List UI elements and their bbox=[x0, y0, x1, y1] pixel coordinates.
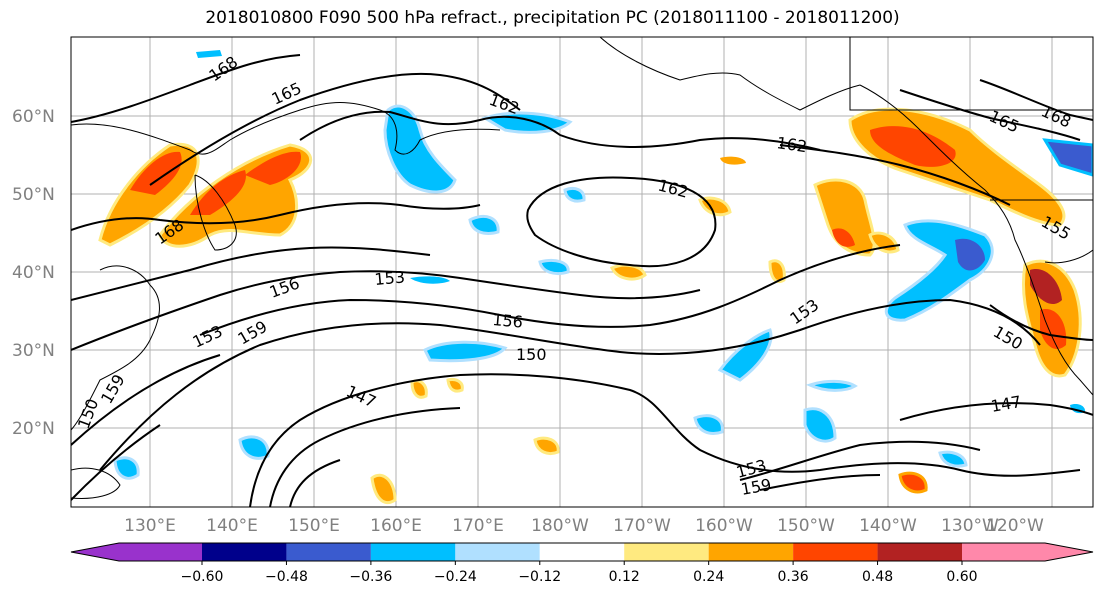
colorbar-segment bbox=[877, 543, 962, 561]
colorbar-segment bbox=[455, 543, 540, 561]
colorbar-tick-label: 0.12 bbox=[609, 569, 640, 585]
colorbar-segment bbox=[708, 543, 794, 561]
colorbar-tick-label: 0.48 bbox=[862, 569, 893, 585]
colorbar-tick-label: −0.48 bbox=[265, 569, 308, 585]
contour-label: 162 bbox=[775, 133, 808, 156]
colorbar: −0.60 −0.48 −0.36 −0.24 −0.12 0.12 0.24 0.36 0.4… bbox=[70, 542, 1094, 585]
lon-label: 120°W bbox=[986, 516, 1044, 536]
colorbar-tick-label: 0.60 bbox=[946, 569, 977, 585]
lon-label: 160°W bbox=[695, 516, 753, 536]
lat-label: 50°N bbox=[12, 185, 55, 205]
lon-label: 150°E bbox=[288, 516, 340, 536]
colorbar-tick-label: −0.36 bbox=[349, 569, 392, 585]
colorbar-segment bbox=[286, 543, 371, 561]
colorbar-segment bbox=[202, 543, 287, 561]
map-border bbox=[70, 36, 1094, 508]
lon-label: 170°W bbox=[613, 516, 671, 536]
lon-label: 130°W bbox=[941, 516, 999, 536]
map-title: 2018010800 F090 500 hPa refract., precip… bbox=[205, 8, 900, 28]
lat-label: 40°N bbox=[12, 263, 55, 283]
colorbar-segment bbox=[370, 543, 456, 561]
lon-label: 170°E bbox=[452, 516, 504, 536]
lon-label: 140°E bbox=[206, 516, 258, 536]
colorbar-segment bbox=[624, 543, 709, 561]
lon-label: 130°E bbox=[124, 516, 176, 536]
lon-label: 150°W bbox=[777, 516, 835, 536]
longitude-labels: 130°E 140°E 150°E 160°E 170°E 180°W 170°… bbox=[124, 516, 1044, 536]
lat-label: 20°N bbox=[12, 419, 55, 439]
lon-label: 160°E bbox=[370, 516, 422, 536]
colorbar-tick-label: 0.24 bbox=[693, 569, 724, 585]
colorbar-outline bbox=[70, 542, 1094, 562]
colorbar-segment bbox=[962, 543, 1093, 561]
colorbar-tick-label: −0.12 bbox=[518, 569, 561, 585]
precip-fill-regions bbox=[98, 50, 1093, 505]
colorbar-segment bbox=[793, 543, 878, 561]
latitude-labels: 60°N 50°N 40°N 30°N 20°N bbox=[12, 107, 55, 439]
lat-label: 30°N bbox=[12, 341, 55, 361]
contour-label: 150 bbox=[516, 345, 547, 364]
colorbar-segment bbox=[539, 543, 625, 561]
coastlines bbox=[71, 37, 1093, 499]
lat-label: 60°N bbox=[12, 107, 55, 127]
colorbar-tick-label: 0.36 bbox=[778, 569, 809, 585]
colorbar-tick-label: −0.24 bbox=[434, 569, 477, 585]
colorbar-segment bbox=[71, 543, 202, 561]
contour-label: 156 bbox=[492, 310, 524, 332]
contour-label-group: 168 165 162 162 162 165 168 168 156 153 … bbox=[74, 52, 1074, 499]
contour-label: 153 bbox=[374, 267, 406, 289]
lon-label: 140°W bbox=[859, 516, 917, 536]
colorbar-tick-label: −0.60 bbox=[181, 569, 224, 585]
contour-lines bbox=[71, 54, 1093, 507]
lon-label: 180°W bbox=[531, 516, 589, 536]
